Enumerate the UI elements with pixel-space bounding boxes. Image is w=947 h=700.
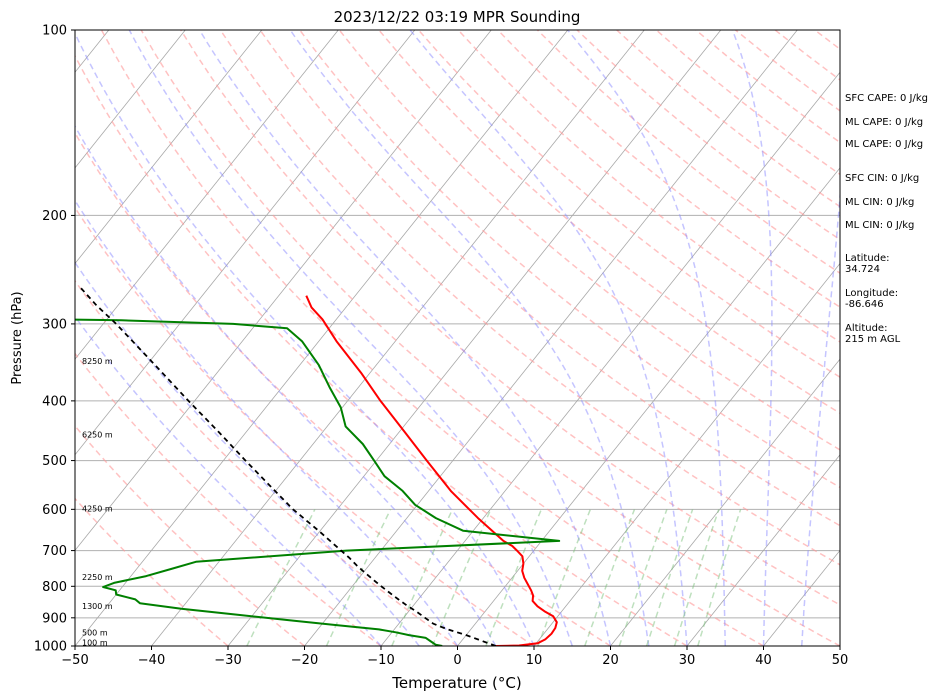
y-tick-label: 100 bbox=[42, 24, 67, 39]
moist-adiabat bbox=[731, 30, 773, 646]
isotherm--20 bbox=[304, 30, 798, 646]
mixing-ratio-line bbox=[391, 508, 454, 646]
height-label: 4250 m bbox=[82, 504, 113, 513]
moist-adiabat bbox=[198, 30, 612, 646]
dry-adiabat bbox=[259, 30, 840, 527]
height-label: 2250 m bbox=[82, 573, 113, 582]
moist-adiabat bbox=[75, 31, 535, 646]
mixing-ratio-line bbox=[697, 509, 742, 646]
dry-adiabat bbox=[100, 30, 764, 646]
mixing-ratio-line bbox=[325, 508, 392, 646]
dry-adiabat bbox=[180, 30, 840, 606]
x-tick-label: −30 bbox=[214, 653, 241, 668]
longitude-readout: Longitude: -86.646 bbox=[845, 288, 899, 310]
isotherm--40 bbox=[151, 30, 645, 646]
isotherm--10 bbox=[380, 71, 840, 646]
height-label: 8250 m bbox=[82, 357, 113, 366]
isotherm--60 bbox=[75, 30, 492, 552]
dry-adiabat bbox=[75, 131, 611, 646]
height-label: 500 m bbox=[82, 629, 108, 638]
isotherm-30 bbox=[686, 454, 840, 646]
dry-adiabat bbox=[75, 279, 458, 646]
x-tick-label: 20 bbox=[602, 653, 619, 668]
ml-cape-readout-2: ML CAPE: 0 J/kg bbox=[845, 139, 924, 150]
moist-adiabat bbox=[75, 315, 382, 646]
mixing-ratio-line bbox=[673, 509, 720, 646]
moist-adiabat bbox=[75, 261, 420, 646]
mixing-ratio-line bbox=[645, 509, 694, 646]
x-tick-label: 50 bbox=[832, 653, 849, 668]
dry-adiabat bbox=[219, 30, 840, 566]
isotherm-20 bbox=[610, 358, 840, 646]
y-tick-label: 500 bbox=[42, 454, 67, 469]
moist-adiabat bbox=[409, 30, 688, 646]
y-tick-label: 900 bbox=[42, 611, 67, 626]
x-axis-label: Temperature (°C) bbox=[391, 674, 521, 692]
y-axis-label: Pressure (hPa) bbox=[10, 291, 25, 384]
dry-adiabat bbox=[75, 54, 688, 646]
dry-adiabat bbox=[75, 497, 229, 646]
parcel-path-line bbox=[78, 284, 497, 646]
moist-adiabat bbox=[75, 124, 497, 646]
isotherm-0 bbox=[457, 167, 840, 646]
mixing-ratio-line bbox=[584, 509, 636, 646]
mixing-ratio-line bbox=[618, 509, 668, 646]
moist-adiabat bbox=[801, 187, 840, 646]
mixing-ratio-line bbox=[485, 509, 543, 646]
dry-adiabat bbox=[417, 30, 840, 379]
y-tick-label: 700 bbox=[42, 544, 67, 559]
sfc-cin-readout: SFC CIN: 0 J/kg bbox=[845, 173, 920, 184]
y-tick-label: 300 bbox=[42, 317, 67, 332]
dewpoint-profile-line bbox=[75, 318, 561, 646]
x-tick-label: 30 bbox=[679, 653, 696, 668]
altitude-readout: Altitude: 215 m AGL bbox=[845, 323, 901, 345]
y-tick-label: 600 bbox=[42, 503, 67, 518]
x-tick-label: −10 bbox=[367, 653, 394, 668]
dry-adiabat bbox=[378, 30, 840, 415]
moist-adiabat bbox=[128, 30, 573, 646]
isotherm--30 bbox=[227, 30, 722, 646]
isotherm-10 bbox=[533, 262, 840, 646]
dry-adiabat bbox=[75, 206, 535, 646]
isotherm--90 bbox=[75, 30, 263, 265]
x-tick-label: 40 bbox=[755, 653, 772, 668]
moist-adiabat bbox=[289, 30, 650, 646]
y-tick-label: 400 bbox=[42, 394, 67, 409]
dry-adiabat bbox=[934, 30, 947, 646]
dry-adiabat bbox=[457, 30, 840, 343]
moist-adiabat bbox=[567, 30, 727, 646]
y-tick-label: 1000 bbox=[34, 640, 67, 655]
x-tick-label: −20 bbox=[291, 653, 318, 668]
x-tick-label: 0 bbox=[453, 653, 461, 668]
ml-cin-readout: ML CIN: 0 J/kg bbox=[845, 197, 915, 208]
dry-adiabat bbox=[140, 30, 840, 646]
ml-cin-readout-2: ML CIN: 0 J/kg bbox=[845, 220, 915, 231]
chart-title: 2023/12/22 03:19 MPR Sounding bbox=[334, 8, 581, 26]
temperature-profile-line bbox=[305, 295, 558, 646]
sfc-cape-readout: SFC CAPE: 0 J/kg bbox=[845, 93, 928, 104]
y-tick-label: 800 bbox=[42, 580, 67, 595]
height-label: 100 m bbox=[82, 638, 108, 647]
height-label: 6250 m bbox=[82, 430, 113, 439]
mixing-ratio-line bbox=[537, 509, 592, 646]
height-label: 1300 m bbox=[82, 602, 113, 611]
isotherm--50 bbox=[75, 30, 569, 646]
ml-cape-readout: ML CAPE: 0 J/kg bbox=[845, 117, 924, 128]
latitude-readout: Latitude: 34.724 bbox=[845, 253, 890, 275]
x-tick-label: −50 bbox=[61, 653, 88, 668]
x-tick-label: 10 bbox=[526, 653, 543, 668]
isotherm--70 bbox=[75, 30, 416, 456]
moist-adiabat bbox=[75, 199, 459, 646]
mixing-ratio-line bbox=[246, 508, 316, 646]
isotherm--100 bbox=[75, 30, 186, 169]
x-tick-label: −40 bbox=[138, 653, 165, 668]
mixing-ratio-line bbox=[431, 509, 492, 646]
y-tick-label: 200 bbox=[42, 209, 67, 224]
dry-adiabat bbox=[75, 352, 382, 646]
